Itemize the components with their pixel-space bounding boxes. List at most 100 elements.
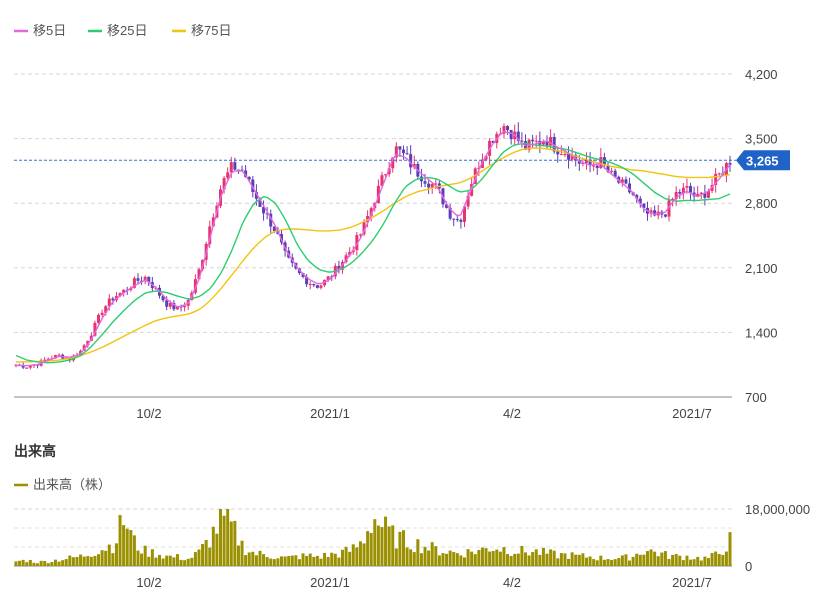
- volume-bar: [703, 556, 707, 566]
- candle-body: [269, 213, 273, 227]
- candle-body: [93, 322, 97, 336]
- volume-bar: [409, 549, 413, 566]
- price-y-tick-label: 700: [745, 390, 767, 405]
- candle-body: [556, 151, 560, 155]
- volume-bar: [412, 552, 416, 566]
- volume-bar: [541, 547, 545, 566]
- legend-item-ma75[interactable]: 移75日: [172, 23, 231, 38]
- candle-body: [387, 168, 391, 175]
- price-x-tick-label: 4/2: [503, 406, 521, 421]
- volume-bar: [620, 555, 624, 566]
- volume-bar: [563, 553, 567, 566]
- candle-body: [559, 154, 563, 156]
- candle-body: [423, 181, 427, 184]
- volume-bar: [416, 539, 420, 566]
- volume-bar: [240, 540, 244, 566]
- legend-ma75-label: 移75日: [191, 23, 231, 38]
- volume-bar: [362, 543, 366, 566]
- volume-bar: [100, 550, 104, 566]
- volume-bar: [610, 560, 614, 566]
- volume-bar: [556, 558, 560, 566]
- volume-bars: [14, 509, 732, 566]
- price-y-tick-label: 2,100: [745, 261, 778, 276]
- volume-bar: [520, 545, 524, 566]
- candle-body: [244, 170, 248, 177]
- volume-bar: [28, 559, 32, 566]
- volume-bar: [247, 552, 251, 566]
- volume-y-tick-label: 0: [745, 559, 752, 574]
- volume-bar: [613, 559, 617, 566]
- candle-body: [369, 208, 373, 217]
- volume-bar: [211, 526, 215, 566]
- volume-bar: [689, 559, 693, 566]
- volume-bar: [122, 525, 126, 566]
- volume-bar: [595, 560, 599, 566]
- candle-body: [107, 298, 111, 307]
- candle-body: [452, 218, 456, 220]
- candle-body: [674, 192, 678, 199]
- volume-bar: [527, 555, 531, 566]
- volume-bar: [269, 558, 273, 566]
- candle-body: [197, 269, 201, 280]
- volume-bar: [158, 554, 162, 566]
- volume-bar: [107, 544, 111, 566]
- volume-bar: [477, 549, 481, 566]
- volume-bar: [552, 550, 556, 566]
- candle-body: [175, 306, 179, 310]
- volume-bar: [355, 547, 359, 566]
- volume-bar: [330, 552, 334, 566]
- candle-body: [147, 276, 151, 283]
- candle-body: [696, 193, 700, 197]
- volume-bar: [473, 554, 477, 566]
- volume-bar: [502, 547, 506, 566]
- volume-bar: [516, 553, 520, 566]
- volume-bar: [64, 559, 68, 566]
- candle-body: [193, 279, 197, 293]
- volume-bar: [437, 555, 441, 566]
- volume-bar: [631, 556, 635, 566]
- candle-body: [46, 358, 50, 360]
- candle-body: [466, 195, 470, 207]
- volume-bar: [280, 556, 284, 566]
- candle-body: [689, 186, 693, 193]
- candle-body: [312, 283, 316, 286]
- candle-body: [520, 140, 524, 142]
- candle-body: [161, 295, 165, 301]
- volume-legend[interactable]: 出来高（株）: [14, 477, 111, 492]
- legend-item-ma5[interactable]: 移5日: [14, 23, 66, 38]
- candle-body: [638, 198, 642, 204]
- candle-body: [610, 170, 614, 172]
- candle-body: [132, 278, 136, 288]
- candle-body: [506, 126, 510, 131]
- volume-bar: [201, 544, 205, 566]
- candle-body: [111, 298, 115, 301]
- candle-body: [681, 187, 685, 194]
- volume-bar: [161, 558, 165, 566]
- volume-bar: [219, 509, 223, 566]
- candle-body: [671, 198, 675, 201]
- volume-bar: [549, 549, 553, 566]
- volume-bar: [111, 553, 115, 566]
- price-y-tick-label: 4,200: [745, 67, 778, 82]
- volume-bar: [140, 553, 144, 566]
- volume-bar: [635, 553, 639, 566]
- candle-body: [68, 357, 72, 361]
- volume-bar: [172, 557, 176, 566]
- current-price-badge: [736, 150, 790, 171]
- volume-bar: [154, 557, 158, 566]
- legend-item-ma25[interactable]: 移25日: [88, 23, 147, 38]
- candle-body: [567, 153, 571, 160]
- volume-bar: [466, 549, 470, 566]
- volume-bar: [46, 563, 50, 566]
- volume-bar: [606, 559, 610, 566]
- volume-bar: [671, 554, 675, 566]
- volume-bar: [376, 525, 380, 566]
- volume-bar: [244, 555, 248, 566]
- volume-bar: [97, 554, 101, 566]
- volume-bar: [373, 519, 377, 566]
- candle-body: [401, 149, 405, 154]
- candle-body: [584, 159, 588, 163]
- volume-x-tick-label: 4/2: [503, 575, 521, 590]
- volume-bar: [706, 558, 710, 566]
